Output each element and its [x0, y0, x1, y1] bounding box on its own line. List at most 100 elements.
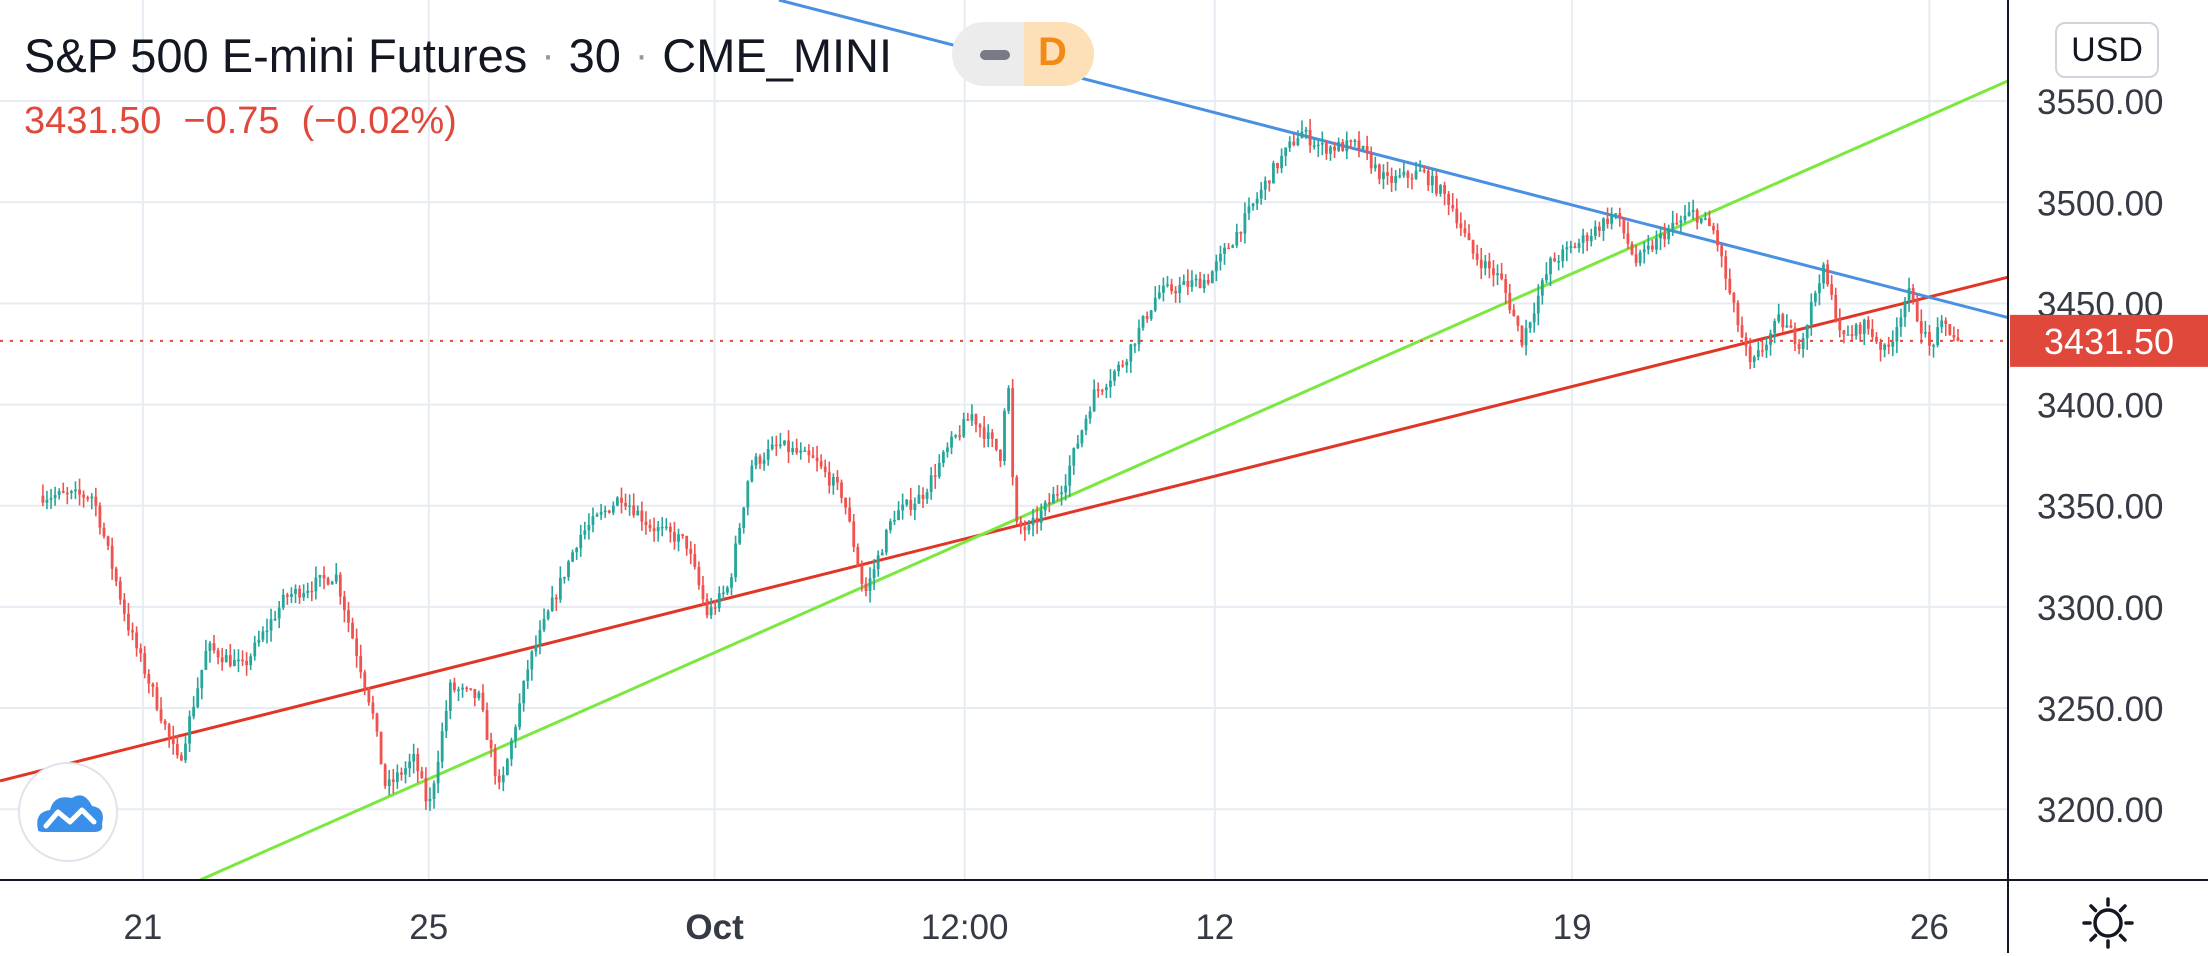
candle-body [481, 692, 485, 711]
candle-body [1141, 316, 1145, 328]
candle-body [1035, 517, 1039, 523]
candle-body [1068, 465, 1072, 486]
candle-body [1365, 146, 1369, 153]
candle-body [469, 688, 473, 690]
candle-body [1903, 301, 1907, 318]
candle-body [228, 655, 232, 666]
candle-body [929, 475, 933, 493]
candle-body [1589, 235, 1593, 242]
candle-body [1467, 233, 1471, 241]
candle-body [558, 577, 562, 600]
candle-body [302, 593, 306, 598]
candle-body [644, 521, 648, 525]
chart-settings-button[interactable] [2080, 895, 2136, 951]
candle-body [831, 477, 835, 486]
candle-body [1402, 171, 1406, 176]
candle-body [1769, 333, 1772, 345]
candle-body [807, 450, 811, 456]
candle-body [1170, 284, 1173, 292]
candle-body [791, 448, 795, 453]
candle-body [933, 475, 937, 477]
candle-body [1406, 171, 1410, 178]
candle-body [1732, 293, 1736, 303]
candle-body [697, 566, 701, 586]
candle-body [273, 618, 277, 621]
candle-body [1031, 517, 1035, 526]
gear-icon [2082, 897, 2134, 949]
quote-row: 3431.50 −0.75 (−0.02%) [24, 100, 479, 143]
x-tick-label: 12 [1195, 908, 1234, 947]
candle-body [253, 642, 257, 657]
candle-body [1842, 330, 1846, 335]
candle-body [681, 534, 685, 536]
candle-body [1492, 268, 1495, 276]
candle-body [1736, 302, 1740, 326]
trendline-red [0, 275, 2009, 783]
candle-body [1219, 253, 1222, 262]
candle-body [1956, 337, 1960, 341]
candle-body [563, 577, 566, 579]
candle-body [611, 505, 615, 513]
candle-body [1471, 240, 1475, 254]
candle-body [404, 768, 407, 775]
candle-body [1263, 180, 1267, 190]
candle-body [1948, 324, 1952, 336]
candle-body [1377, 164, 1381, 180]
candle-body [371, 702, 375, 714]
candle-body [379, 731, 383, 765]
candle-body [188, 716, 191, 744]
candle-body [1039, 510, 1043, 523]
candle-body [200, 669, 204, 689]
tradingview-logo-button[interactable] [18, 762, 118, 862]
grid-lines [0, 0, 2008, 880]
currency-button[interactable]: USD [2055, 22, 2159, 78]
candle-body [1390, 175, 1393, 183]
candle-body [57, 491, 61, 496]
candle-body [1602, 218, 1605, 231]
candle-body [318, 575, 322, 578]
candle-body [249, 656, 253, 666]
candle-body [909, 499, 913, 510]
candle-body [1797, 343, 1801, 350]
candle-body [852, 521, 856, 548]
symbol-header[interactable]: S&P 500 E-mini Futures · 30 · CME_MINI [24, 28, 892, 83]
candle-body [1447, 193, 1451, 206]
candle-body [375, 713, 379, 732]
candle-body [1638, 252, 1642, 264]
candle-body [432, 783, 436, 799]
candle-body [632, 505, 636, 516]
candle-body [1051, 494, 1055, 504]
candle-body [1809, 302, 1813, 325]
candle-body [196, 688, 200, 707]
candle-body [90, 496, 94, 499]
candle-body [192, 706, 196, 717]
candle-body [640, 510, 644, 522]
symbol-name: S&P 500 E-mini Futures [24, 29, 528, 82]
y-tick-label: 3200.00 [2037, 791, 2164, 830]
candle-body [1553, 258, 1556, 262]
candle-body [118, 581, 122, 600]
candle-body [1695, 209, 1699, 223]
candle-body [730, 577, 733, 588]
candle-body [473, 689, 477, 698]
candle-body [175, 744, 179, 756]
candle-body [1072, 448, 1076, 466]
candle-body [1479, 259, 1483, 269]
candle-body [45, 499, 49, 503]
x-tick-label: Oct [685, 908, 744, 947]
candle-body [1866, 319, 1870, 329]
candle-body [1915, 299, 1919, 322]
candle-body [530, 651, 534, 670]
candle-body [1341, 141, 1345, 152]
candle-body [579, 534, 583, 549]
candle-body [648, 524, 652, 529]
candle-body [1231, 245, 1235, 248]
candle-body [1455, 208, 1459, 224]
market-status-pill[interactable]: D [952, 22, 1094, 86]
candle-body [61, 491, 65, 493]
candle-body [827, 472, 831, 486]
candle-body [453, 682, 456, 691]
candle-body [656, 527, 660, 532]
candle-body [1056, 494, 1059, 496]
